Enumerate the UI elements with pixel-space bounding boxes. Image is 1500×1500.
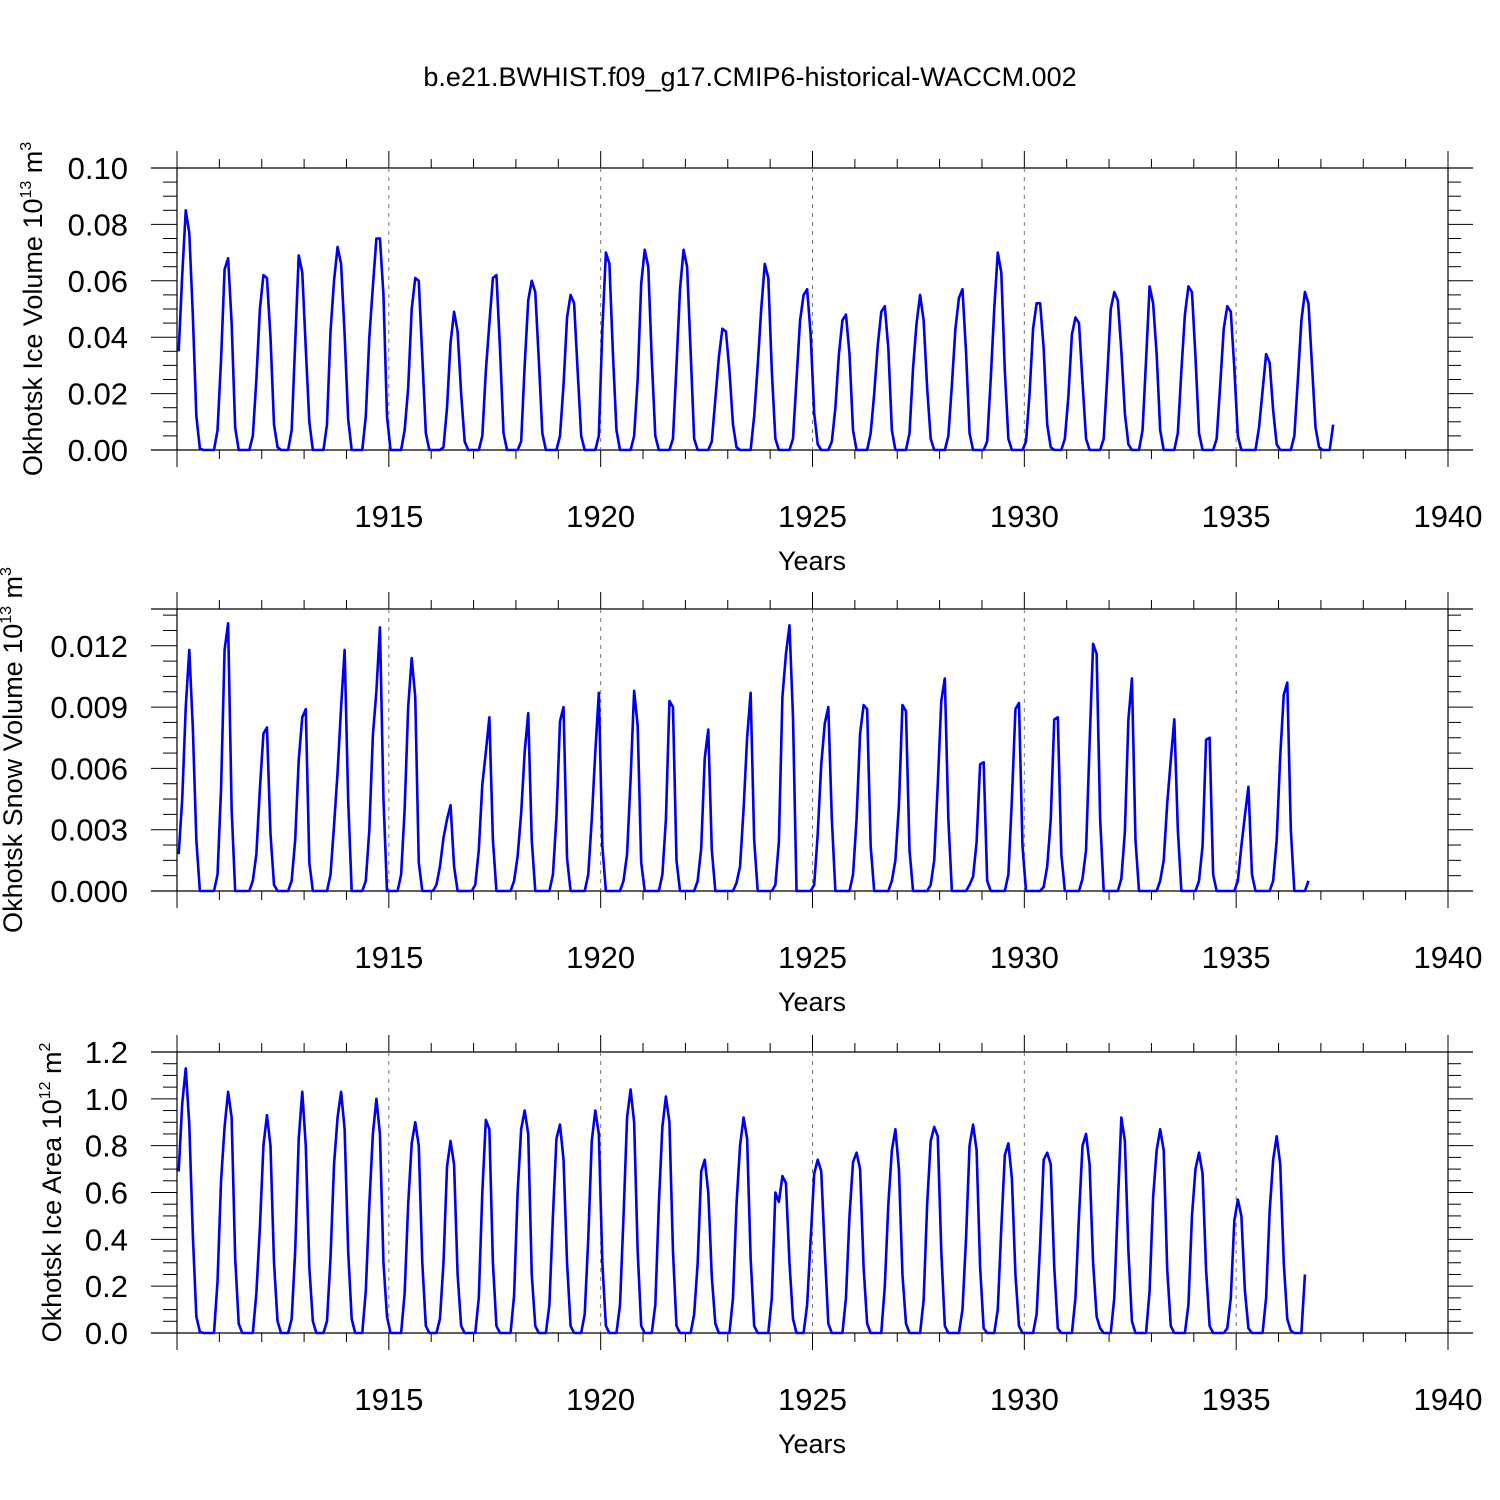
y-axis-title: Okhotsk Ice Volume 1013 m3 bbox=[18, 142, 48, 476]
y-axis-title-text: Okhotsk Ice Volume 10 bbox=[18, 199, 48, 477]
chart-title: b.e21.BWHIST.f09_g17.CMIP6-historical-WA… bbox=[423, 62, 1077, 92]
y-tick-label: 0.009 bbox=[50, 690, 128, 725]
chart-panel-1: 0.00 0.02 0.04 0.06 0.08 0.10 1915 1920 1925 1930… bbox=[18, 142, 1482, 576]
series-line-1 bbox=[177, 621, 1310, 893]
y-axis-title-exponent: 12 bbox=[37, 1081, 54, 1099]
x-tick-label: 1915 bbox=[354, 499, 423, 534]
x-tick-label: 1925 bbox=[778, 940, 847, 975]
y-tick-label: 0.012 bbox=[50, 629, 128, 664]
y-tick-label: 0.04 bbox=[68, 320, 128, 355]
x-tick-label: 1915 bbox=[354, 1382, 423, 1417]
x-tick-label: 1915 bbox=[354, 940, 423, 975]
y-tick-label: 0.08 bbox=[68, 207, 128, 242]
x-tick-label: 1940 bbox=[1414, 1382, 1483, 1417]
x-tick-label: 1925 bbox=[778, 499, 847, 534]
x-axis-title: Years bbox=[778, 1429, 846, 1459]
x-tick-label: 1930 bbox=[990, 1382, 1059, 1417]
y-axis-title-exponent: 13 bbox=[0, 606, 15, 624]
y-tick-label: 0.8 bbox=[85, 1129, 128, 1164]
x-axis-title: Years bbox=[778, 546, 846, 576]
y-axis-title-text: Okhotsk Snow Volume 10 bbox=[0, 624, 28, 933]
x-axis-title: Years bbox=[778, 987, 846, 1017]
y-tick-label: 0.6 bbox=[85, 1176, 128, 1211]
x-tick-label: 1925 bbox=[778, 1382, 847, 1417]
y-tick-label: 0.02 bbox=[68, 377, 128, 412]
y-axis-title-unit-exponent: 2 bbox=[37, 1042, 54, 1051]
y-tick-label: 0.000 bbox=[50, 874, 128, 909]
x-tick-label: 1920 bbox=[566, 499, 635, 534]
x-tick-label: 1935 bbox=[1202, 1382, 1271, 1417]
y-tick-label: 1.2 bbox=[85, 1035, 128, 1070]
x-tick-label: 1920 bbox=[566, 1382, 635, 1417]
chart-panel-3: 0.0 0.2 0.4 0.6 0.8 1.0 1.2 1915 1920 1925 1930 193… bbox=[37, 1035, 1482, 1459]
x-tick-label: 1940 bbox=[1414, 940, 1483, 975]
y-tick-label: 0.06 bbox=[68, 264, 128, 299]
y-axis-title-unit-exponent: 3 bbox=[0, 567, 15, 576]
y-tick-label: 0.4 bbox=[85, 1222, 128, 1257]
y-axis-title: Okhotsk Snow Volume 1013 m3 bbox=[0, 567, 28, 933]
x-tick-label: 1930 bbox=[990, 499, 1059, 534]
y-tick-label: 0.00 bbox=[68, 433, 128, 468]
series-line-1 bbox=[177, 209, 1335, 452]
y-axis-title: Okhotsk Ice Area 1012 m2 bbox=[37, 1042, 67, 1342]
series-line-1 bbox=[177, 1067, 1307, 1335]
y-tick-label: 0.2 bbox=[85, 1269, 128, 1304]
y-tick-label: 0.10 bbox=[68, 151, 128, 186]
x-tick-label: 1920 bbox=[566, 940, 635, 975]
y-tick-label: 0.006 bbox=[50, 751, 128, 786]
y-axis-title-unit: m bbox=[18, 151, 48, 181]
y-tick-label: 1.0 bbox=[85, 1082, 128, 1117]
x-tick-label: 1935 bbox=[1202, 499, 1271, 534]
y-axis-title-unit-exponent: 3 bbox=[18, 142, 35, 151]
y-axis-title-unit: m bbox=[37, 1051, 67, 1081]
x-tick-label: 1935 bbox=[1202, 940, 1271, 975]
x-tick-label: 1940 bbox=[1414, 499, 1483, 534]
y-tick-label: 0.003 bbox=[50, 813, 128, 848]
x-tick-label: 1930 bbox=[990, 940, 1059, 975]
y-axis-title-unit: m bbox=[0, 576, 28, 606]
y-tick-label: 0.0 bbox=[85, 1316, 128, 1351]
y-axis-title-exponent: 13 bbox=[18, 181, 35, 199]
y-axis-title-text: Okhotsk Ice Area 10 bbox=[37, 1099, 67, 1342]
chart-panel-2: 0.000 0.003 0.006 0.009 0.012 1915 1920 1925 193… bbox=[0, 567, 1482, 1017]
